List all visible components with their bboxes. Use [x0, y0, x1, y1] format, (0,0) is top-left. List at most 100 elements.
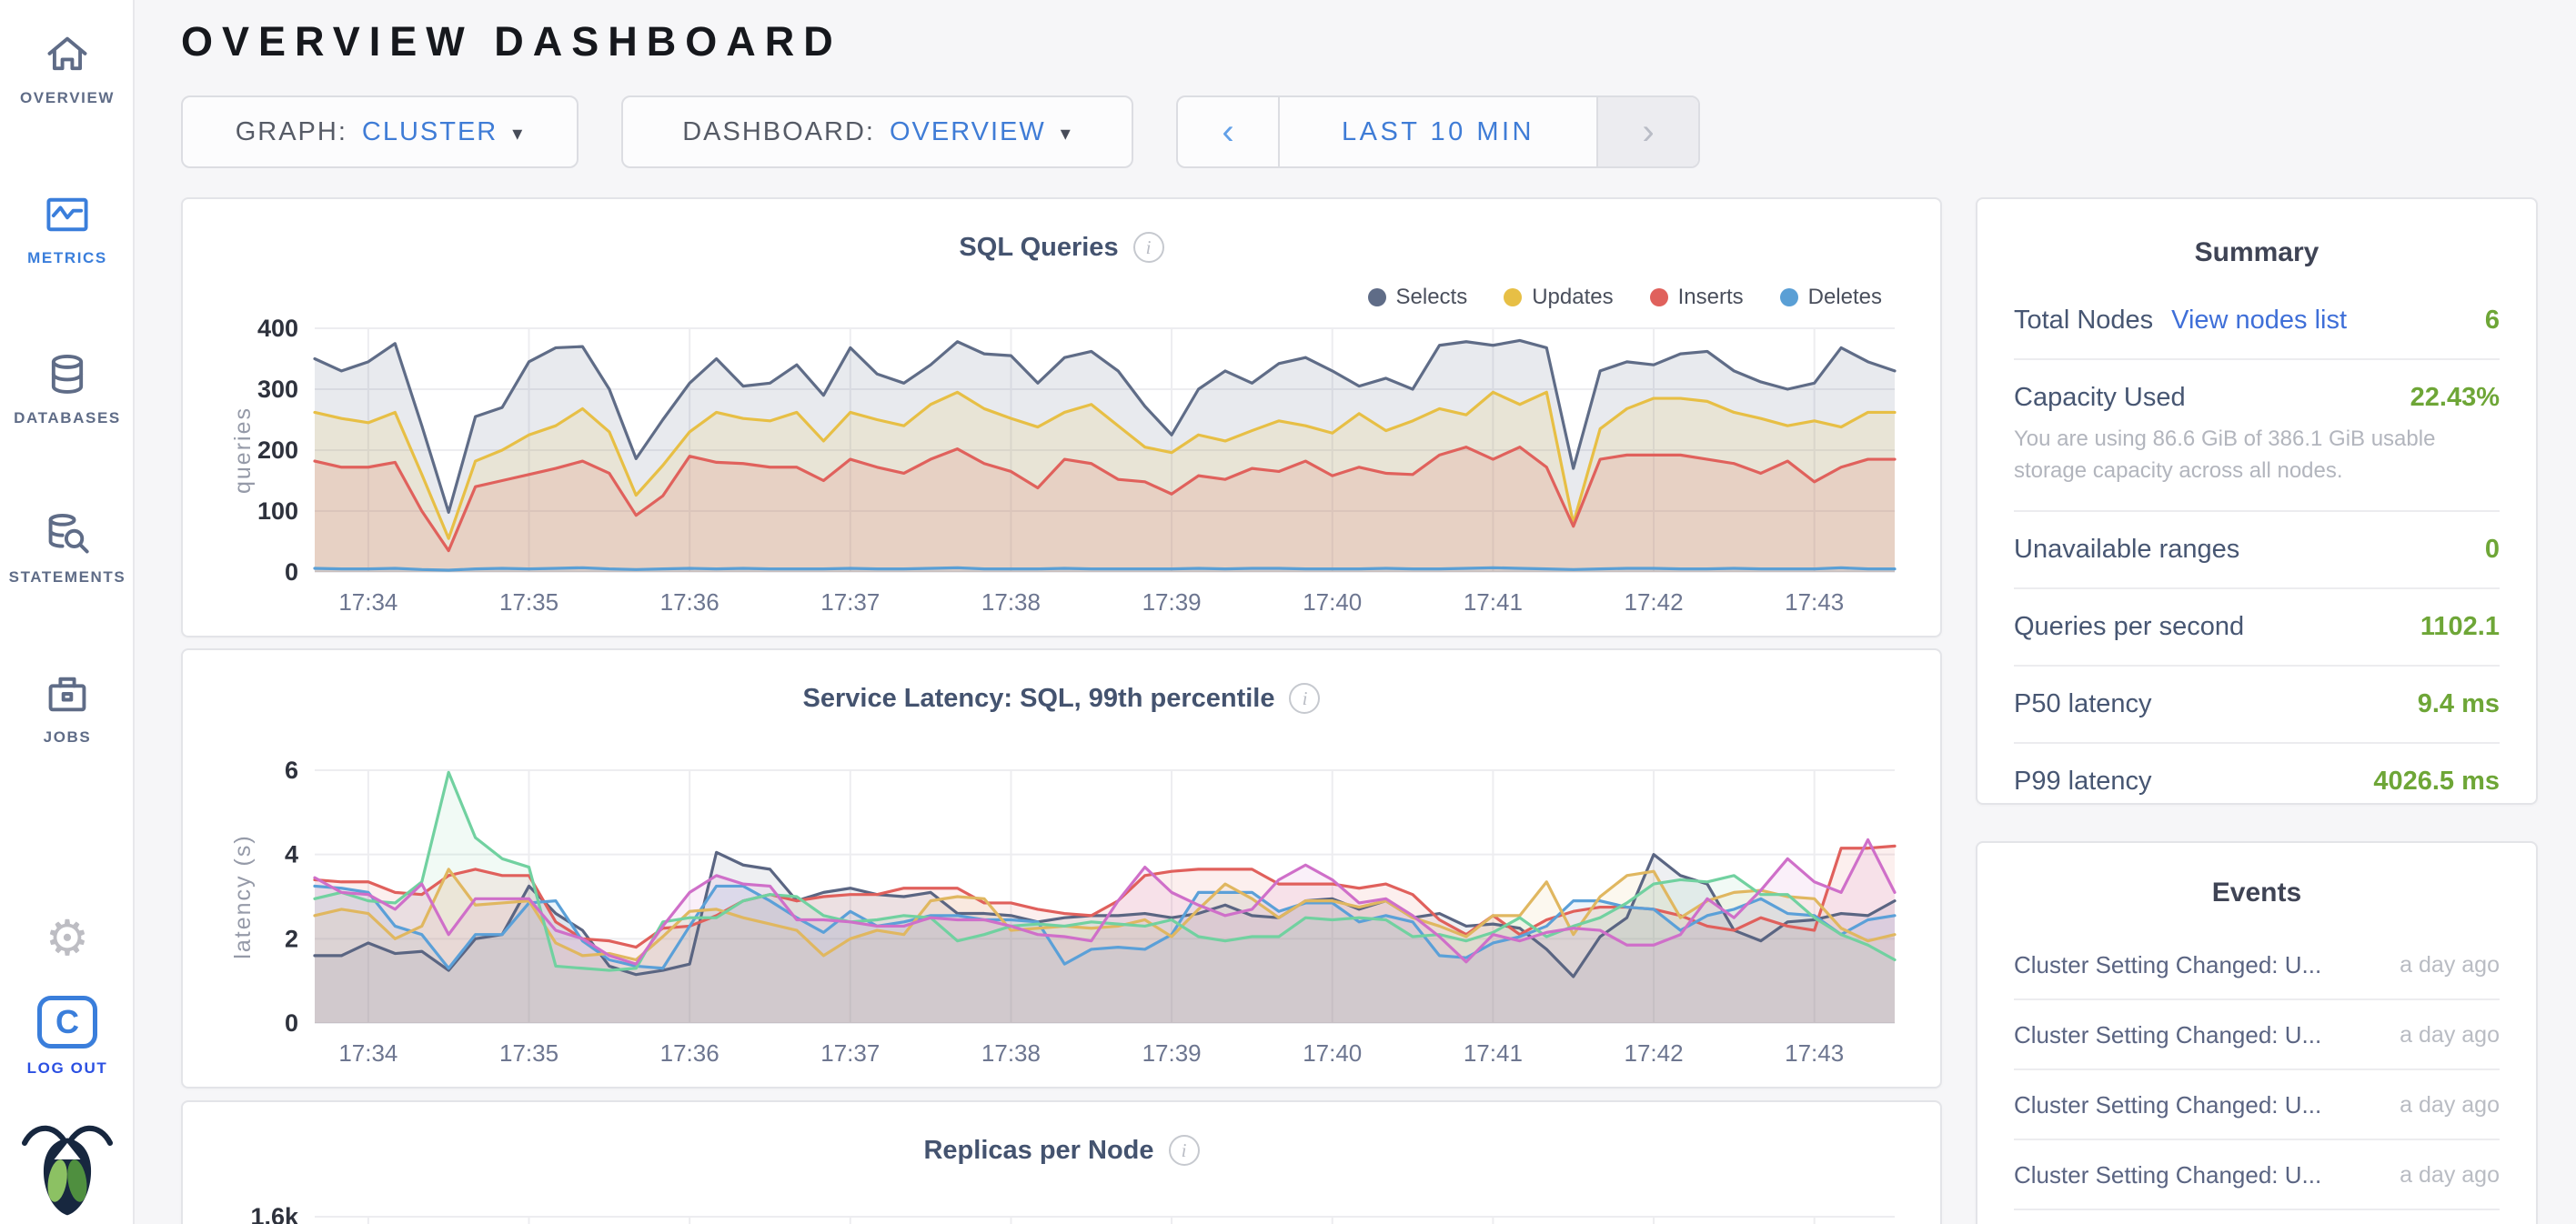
cockroach-bug-logo [0, 1117, 135, 1219]
svg-text:17:41: 17:41 [1464, 1039, 1523, 1067]
legend-label: Inserts [1677, 285, 1744, 309]
p99-latency-label: P99 latency [2014, 766, 2152, 796]
svg-text:100: 100 [257, 497, 298, 525]
chart-title: Service Latency: SQL, 99th percentile [802, 683, 1275, 713]
sidebar: OVERVIEW METRICS DATABASES STATEMENTS JO… [0, 0, 135, 1224]
chevron-down-icon: ▾ [512, 122, 525, 145]
event-text: Cluster Setting Changed: U... [2014, 1091, 2322, 1119]
svg-text:2: 2 [285, 925, 298, 952]
logout-button[interactable]: C LOG OUT [0, 996, 135, 1078]
sidebar-item-overview[interactable]: OVERVIEW [0, 31, 135, 107]
svg-text:17:38: 17:38 [981, 1039, 1041, 1067]
qps-label: Queries per second [2014, 611, 2245, 641]
p99-latency-value: 4026.5 ms [2373, 766, 2500, 796]
legend-item-selects[interactable]: Selects [1367, 285, 1468, 310]
svg-text:queries: queries [230, 406, 256, 494]
unavailable-ranges-label: Unavailable ranges [2014, 534, 2240, 564]
sql-queries-card: SQL Queries i Selects Updates Inserts Delet… [181, 197, 1942, 637]
summary-row-p50: P50 latency 9.4 ms [2014, 667, 2500, 744]
metrics-icon [44, 191, 91, 238]
svg-text:17:34: 17:34 [338, 1039, 397, 1067]
legend-item-deletes[interactable]: Deletes [1779, 285, 1882, 310]
svg-text:17:35: 17:35 [499, 1039, 558, 1067]
summary-row-capacity: Capacity Used 22.43% You are using 86.6 … [2014, 360, 2500, 512]
time-range-label[interactable]: LAST 10 MIN [1341, 116, 1535, 146]
legend-item-updates[interactable]: Updates [1504, 285, 1614, 310]
sidebar-item-databases[interactable]: DATABASES [0, 351, 135, 427]
dashboard-dropdown[interactable]: DASHBOARD: OVERVIEW ▾ [621, 95, 1133, 168]
summary-row-qps: Queries per second 1102.1 [2014, 589, 2500, 667]
svg-text:17:42: 17:42 [1624, 1039, 1683, 1067]
event-row[interactable]: Cluster Setting Changed: U... a day ago [2014, 1210, 2500, 1224]
capacity-value: 22.43% [2410, 383, 2500, 412]
event-row[interactable]: Cluster Setting Changed: U... a day ago [2014, 930, 2500, 1000]
time-range-selector: ‹ LAST 10 MIN › [1176, 95, 1700, 168]
svg-text:17:43: 17:43 [1785, 1039, 1844, 1067]
summary-title: Summary [2194, 237, 2319, 267]
event-row[interactable]: Cluster Setting Changed: U... a day ago [2014, 1070, 2500, 1140]
legend-label: Selects [1395, 285, 1468, 309]
event-time: a day ago [2400, 1092, 2500, 1118]
sidebar-item-label: JOBS [43, 728, 92, 746]
sidebar-item-label: STATEMENTS [8, 568, 126, 586]
dashboard-dropdown-value: OVERVIEW [889, 116, 1046, 146]
legend-dot-icon [1504, 288, 1523, 306]
svg-text:17:36: 17:36 [660, 1039, 719, 1067]
info-icon[interactable]: i [1168, 1135, 1200, 1166]
sidebar-item-label: OVERVIEW [19, 89, 116, 106]
p50-latency-label: P50 latency [2014, 688, 2152, 718]
event-row[interactable]: Cluster Setting Changed: U... a day ago [2014, 1000, 2500, 1070]
chevron-left-icon: ‹ [1222, 111, 1234, 152]
chart-canvas: 17:34 17:35 17:36 17:37 17:38 17:39 17:40 17:41… [230, 757, 1897, 1067]
svg-text:200: 200 [257, 436, 298, 464]
svg-text:4: 4 [285, 841, 298, 868]
capacity-label: Capacity Used [2014, 383, 2186, 412]
sql-queries-chart: 17:34 17:35 17:36 17:37 17:38 17:39 17:40 17:41… [219, 315, 1904, 627]
legend-item-inserts[interactable]: Inserts [1649, 285, 1744, 310]
cockroach-c-icon: C [37, 996, 97, 1048]
settings-gear-icon[interactable]: ⚙ [45, 911, 90, 966]
time-next-button-disabled[interactable]: › [1596, 97, 1698, 166]
svg-text:17:41: 17:41 [1464, 588, 1523, 616]
sidebar-item-label: DATABASES [14, 409, 121, 426]
svg-text:17:38: 17:38 [981, 588, 1041, 616]
svg-text:17:37: 17:37 [820, 588, 880, 616]
event-time: a day ago [2400, 1022, 2500, 1048]
svg-text:300: 300 [257, 376, 298, 403]
svg-text:17:37: 17:37 [820, 1039, 880, 1067]
chart-legend: Selects Updates Inserts Deletes [1367, 285, 1882, 310]
page-title: OVERVIEW DASHBOARD [181, 18, 842, 65]
svg-text:0: 0 [285, 558, 298, 586]
sidebar-item-jobs[interactable]: JOBS [0, 670, 135, 747]
logout-label: LOG OUT [26, 1059, 108, 1077]
total-nodes-label: Total Nodes [2014, 306, 2154, 335]
svg-text:17:39: 17:39 [1142, 1039, 1202, 1067]
svg-text:17:34: 17:34 [338, 588, 397, 616]
legend-label: Deletes [1807, 285, 1882, 309]
chart-title: SQL Queries [959, 232, 1119, 262]
time-prev-button[interactable]: ‹ [1178, 97, 1280, 166]
databases-icon [44, 351, 91, 398]
capacity-note: You are using 86.6 GiB of 386.1 GiB usab… [2014, 426, 2436, 483]
info-icon[interactable]: i [1132, 232, 1164, 263]
svg-text:400: 400 [257, 316, 298, 342]
svg-text:17:40: 17:40 [1303, 588, 1362, 616]
svg-text:17:35: 17:35 [499, 588, 558, 616]
svg-text:6: 6 [285, 757, 298, 784]
view-nodes-list-link[interactable]: View nodes list [2171, 306, 2348, 335]
event-row[interactable]: Cluster Setting Changed: U... a day ago [2014, 1140, 2500, 1210]
svg-text:0: 0 [285, 1009, 298, 1037]
sidebar-item-statements[interactable]: STATEMENTS [0, 510, 135, 587]
svg-text:17:40: 17:40 [1303, 1039, 1362, 1067]
graph-dropdown[interactable]: GRAPH: CLUSTER ▾ [181, 95, 579, 168]
event-time: a day ago [2400, 1162, 2500, 1188]
chart-canvas: 1.6k [250, 1203, 1895, 1224]
summary-panel: Summary Total Nodes View nodes list 6 Ca… [1976, 197, 2538, 805]
dashboard-dropdown-label: DASHBOARD: [682, 116, 875, 146]
summary-row-p99: P99 latency 4026.5 ms [2014, 744, 2500, 819]
summary-row-unavailable: Unavailable ranges 0 [2014, 512, 2500, 589]
sidebar-item-metrics[interactable]: METRICS [0, 191, 135, 267]
chart-title: Replicas per Node [923, 1135, 1154, 1165]
events-title: Events [2211, 878, 2302, 908]
info-icon[interactable]: i [1289, 683, 1321, 714]
